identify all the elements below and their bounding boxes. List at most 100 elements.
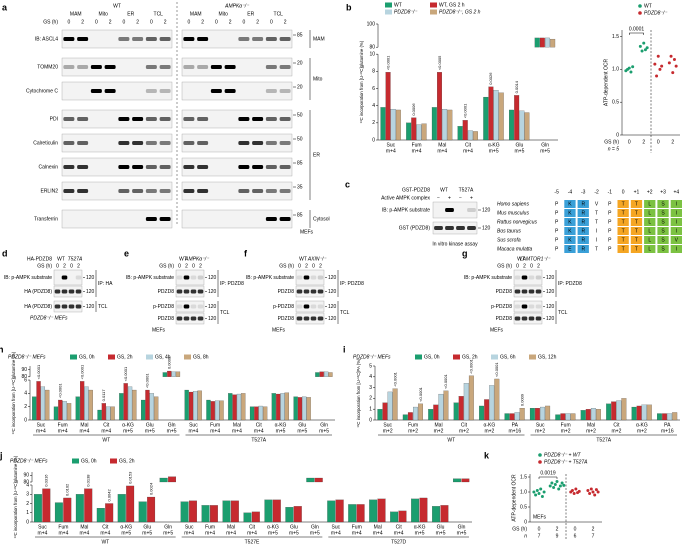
- blot-band: [265, 165, 277, 169]
- genotype-label: WT: [57, 256, 65, 262]
- bar: [230, 500, 239, 523]
- blot-band: [77, 141, 89, 145]
- blot-band: [265, 89, 277, 93]
- data-point: [535, 489, 539, 492]
- bar: [36, 381, 41, 421]
- fraction-label: Mito: [219, 11, 229, 17]
- y-tick-label: 100: [367, 21, 376, 27]
- blot-membrane: [181, 181, 293, 201]
- blot-band: [265, 37, 277, 41]
- blot-label: PDZD8: [278, 289, 295, 295]
- p-value: 0.0019: [540, 470, 556, 476]
- bar: [447, 109, 453, 141]
- residue-cell: [644, 218, 656, 226]
- x-tick-label: 0: [538, 526, 541, 532]
- fraction-label: Mito: [99, 11, 109, 17]
- position-label: +1: [634, 189, 640, 195]
- blot-membrane: [61, 157, 173, 177]
- blot-label: PDZD8: [158, 289, 175, 295]
- blot-band: [197, 275, 204, 280]
- bar: [462, 120, 468, 141]
- x-tick-label: m+4: [100, 530, 110, 536]
- fraction-side-label: Cytosol: [313, 216, 330, 222]
- p-value: 0.0316: [44, 474, 49, 487]
- blot-membrane: [181, 29, 293, 49]
- legend-label: PDZD8⁻/⁻ + WT: [544, 452, 581, 458]
- sign-label: −: [459, 195, 462, 201]
- x-tick-label: m+5: [268, 530, 278, 536]
- blot-band: [279, 117, 291, 121]
- panel-label: a: [2, 2, 8, 12]
- bar: [119, 393, 124, 421]
- data-point: [558, 484, 562, 488]
- x-tick-label: m+5: [489, 148, 499, 154]
- x-tick-label: m+4: [386, 148, 396, 154]
- p-value: <0.0001: [494, 362, 499, 377]
- genotype-label: WT: [440, 187, 448, 193]
- blot-band: [521, 316, 528, 321]
- x-tick-label: 0: [657, 139, 660, 145]
- residue-cell: [577, 200, 589, 208]
- n-value: 6: [574, 533, 577, 539]
- residue: P: [608, 228, 612, 234]
- x-tick-label: Glu: [516, 142, 524, 148]
- blot-membrane: [513, 312, 543, 325]
- species-label: Mus musculus: [497, 210, 529, 216]
- blot-band: [61, 304, 68, 309]
- x-tick-label: m+5: [289, 530, 299, 536]
- residue: S: [661, 219, 665, 225]
- residue: T: [622, 219, 625, 225]
- residue-cell: [564, 236, 576, 244]
- mw-label: 120: [208, 316, 217, 322]
- p-value: 0.0006: [411, 103, 416, 116]
- cell-label: MEFs: [152, 327, 166, 333]
- blot-band: [238, 165, 250, 169]
- bar: [382, 402, 388, 421]
- blot-band: [190, 304, 197, 309]
- bar: [565, 413, 571, 421]
- blot-band: [132, 165, 144, 169]
- blot-membrane: [53, 269, 83, 286]
- residue: R: [581, 228, 585, 234]
- time-label: 2: [256, 19, 259, 25]
- bar: [159, 477, 168, 483]
- bar: [580, 410, 586, 421]
- blot-band: [63, 141, 75, 145]
- bar: [611, 401, 617, 421]
- bar: [483, 96, 489, 141]
- residue-cell: [644, 236, 656, 244]
- time-label: 2: [109, 19, 112, 25]
- y-axis-label: ATP-dependent OCR: [603, 59, 609, 107]
- blot-band: [132, 141, 144, 145]
- legend-marker: [638, 4, 642, 8]
- blot-label: p-PDZD8: [153, 304, 174, 310]
- legend-label: GS, 0h: [79, 354, 95, 360]
- residue: P: [555, 210, 559, 216]
- blot-band: [521, 275, 528, 280]
- bar: [596, 409, 601, 421]
- residue-cell: [644, 209, 656, 217]
- x-tick-label: α-KG: [122, 422, 134, 428]
- bar: [419, 497, 428, 523]
- bar: [539, 37, 545, 48]
- bar: [390, 511, 399, 523]
- p-value: 0.0042: [107, 488, 112, 501]
- bar: [88, 389, 93, 421]
- residue-cell: [630, 236, 643, 244]
- bar: [285, 507, 294, 523]
- ip-label: TCL: [98, 304, 108, 310]
- bar: [33, 494, 42, 523]
- residue-cell: [564, 227, 576, 235]
- group-label: T527D: [391, 539, 406, 545]
- bar: [42, 488, 51, 523]
- x-tick-label: m+16: [508, 428, 521, 434]
- group-label: WT: [102, 437, 110, 443]
- time-label: 0: [178, 263, 181, 269]
- bar: [494, 378, 500, 421]
- blot-membrane: [175, 300, 205, 313]
- mw-label: 120: [208, 275, 217, 281]
- position-label: +4: [673, 189, 679, 195]
- x-tick-label: m+4: [80, 428, 90, 434]
- bar: [442, 108, 448, 141]
- data-point: [553, 483, 557, 486]
